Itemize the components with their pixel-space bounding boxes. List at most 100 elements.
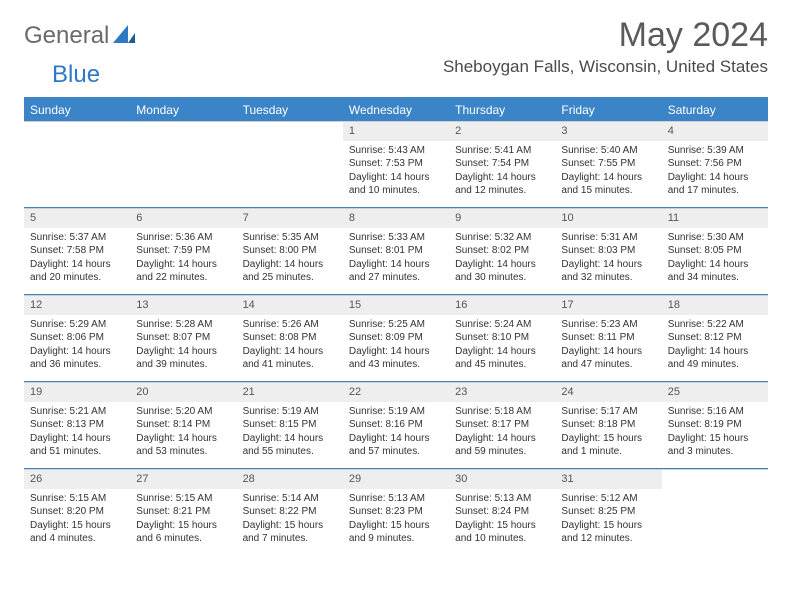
- location-text: Sheboygan Falls, Wisconsin, United State…: [443, 57, 768, 77]
- daylight-line: Daylight: 14 hours and 55 minutes.: [243, 432, 337, 459]
- day-body: Sunrise: 5:19 AMSunset: 8:16 PMDaylight:…: [343, 402, 449, 465]
- day-body: Sunrise: 5:28 AMSunset: 8:07 PMDaylight:…: [130, 315, 236, 378]
- sunrise-line: Sunrise: 5:25 AM: [349, 318, 443, 332]
- sunset-line: Sunset: 8:19 PM: [668, 418, 762, 432]
- day-body: Sunrise: 5:29 AMSunset: 8:06 PMDaylight:…: [24, 315, 130, 378]
- day-number: 7: [237, 209, 343, 228]
- calendar-cell: 2Sunrise: 5:41 AMSunset: 7:54 PMDaylight…: [449, 121, 555, 207]
- calendar-cell: 10Sunrise: 5:31 AMSunset: 8:03 PMDayligh…: [555, 208, 661, 294]
- day-body: Sunrise: 5:20 AMSunset: 8:14 PMDaylight:…: [130, 402, 236, 465]
- day-number: 5: [24, 209, 130, 228]
- day-body: Sunrise: 5:32 AMSunset: 8:02 PMDaylight:…: [449, 228, 555, 291]
- daylight-line: Daylight: 15 hours and 3 minutes.: [668, 432, 762, 459]
- day-number: 29: [343, 470, 449, 489]
- sunset-line: Sunset: 8:12 PM: [668, 331, 762, 345]
- sunset-line: Sunset: 8:25 PM: [561, 505, 655, 519]
- daylight-line: Daylight: 14 hours and 32 minutes.: [561, 258, 655, 285]
- daylight-line: Daylight: 14 hours and 49 minutes.: [668, 345, 762, 372]
- sunrise-line: Sunrise: 5:17 AM: [561, 405, 655, 419]
- sunrise-line: Sunrise: 5:43 AM: [349, 144, 443, 158]
- calendar-cell: 22Sunrise: 5:19 AMSunset: 8:16 PMDayligh…: [343, 382, 449, 468]
- day-number: 26: [24, 470, 130, 489]
- daylight-line: Daylight: 14 hours and 34 minutes.: [668, 258, 762, 285]
- calendar-cell: 25Sunrise: 5:16 AMSunset: 8:19 PMDayligh…: [662, 382, 768, 468]
- day-body: Sunrise: 5:30 AMSunset: 8:05 PMDaylight:…: [662, 228, 768, 291]
- sunset-line: Sunset: 8:24 PM: [455, 505, 549, 519]
- sunrise-line: Sunrise: 5:36 AM: [136, 231, 230, 245]
- day-body: Sunrise: 5:17 AMSunset: 8:18 PMDaylight:…: [555, 402, 661, 465]
- sunrise-line: Sunrise: 5:37 AM: [30, 231, 124, 245]
- sunrise-line: Sunrise: 5:32 AM: [455, 231, 549, 245]
- day-body: Sunrise: 5:26 AMSunset: 8:08 PMDaylight:…: [237, 315, 343, 378]
- day-body: Sunrise: 5:37 AMSunset: 7:58 PMDaylight:…: [24, 228, 130, 291]
- calendar-cell: 17Sunrise: 5:23 AMSunset: 8:11 PMDayligh…: [555, 295, 661, 381]
- weekday-header-cell: Sunday: [24, 99, 130, 121]
- day-number: 15: [343, 296, 449, 315]
- daylight-line: Daylight: 14 hours and 53 minutes.: [136, 432, 230, 459]
- daylight-line: Daylight: 14 hours and 51 minutes.: [30, 432, 124, 459]
- sunrise-line: Sunrise: 5:26 AM: [243, 318, 337, 332]
- day-number: 1: [343, 122, 449, 141]
- calendar-cell: 11Sunrise: 5:30 AMSunset: 8:05 PMDayligh…: [662, 208, 768, 294]
- sunset-line: Sunset: 7:59 PM: [136, 244, 230, 258]
- day-number: 22: [343, 383, 449, 402]
- day-number: 23: [449, 383, 555, 402]
- calendar-cell: 28Sunrise: 5:14 AMSunset: 8:22 PMDayligh…: [237, 469, 343, 555]
- sunset-line: Sunset: 8:15 PM: [243, 418, 337, 432]
- day-body: Sunrise: 5:40 AMSunset: 7:55 PMDaylight:…: [555, 141, 661, 204]
- logo-text-blue: Blue: [52, 61, 100, 88]
- sunset-line: Sunset: 8:23 PM: [349, 505, 443, 519]
- sunrise-line: Sunrise: 5:33 AM: [349, 231, 443, 245]
- daylight-line: Daylight: 14 hours and 22 minutes.: [136, 258, 230, 285]
- day-number: 12: [24, 296, 130, 315]
- day-body: Sunrise: 5:31 AMSunset: 8:03 PMDaylight:…: [555, 228, 661, 291]
- sunrise-line: Sunrise: 5:12 AM: [561, 492, 655, 506]
- day-body: Sunrise: 5:19 AMSunset: 8:15 PMDaylight:…: [237, 402, 343, 465]
- logo-triangle-icon: [111, 25, 135, 48]
- daylight-line: Daylight: 15 hours and 6 minutes.: [136, 519, 230, 546]
- sunset-line: Sunset: 7:55 PM: [561, 157, 655, 171]
- daylight-line: Daylight: 15 hours and 4 minutes.: [30, 519, 124, 546]
- day-body: Sunrise: 5:41 AMSunset: 7:54 PMDaylight:…: [449, 141, 555, 204]
- sunrise-line: Sunrise: 5:14 AM: [243, 492, 337, 506]
- daylight-line: Daylight: 14 hours and 39 minutes.: [136, 345, 230, 372]
- calendar-cell: 31Sunrise: 5:12 AMSunset: 8:25 PMDayligh…: [555, 469, 661, 555]
- daylight-line: Daylight: 14 hours and 20 minutes.: [30, 258, 124, 285]
- daylight-line: Daylight: 15 hours and 1 minute.: [561, 432, 655, 459]
- day-number: 31: [555, 470, 661, 489]
- day-number: 2: [449, 122, 555, 141]
- calendar-cell: 27Sunrise: 5:15 AMSunset: 8:21 PMDayligh…: [130, 469, 236, 555]
- sunset-line: Sunset: 8:14 PM: [136, 418, 230, 432]
- calendar-cell: 8Sunrise: 5:33 AMSunset: 8:01 PMDaylight…: [343, 208, 449, 294]
- sunrise-line: Sunrise: 5:35 AM: [243, 231, 337, 245]
- calendar-cell: 29Sunrise: 5:13 AMSunset: 8:23 PMDayligh…: [343, 469, 449, 555]
- day-number: 28: [237, 470, 343, 489]
- sunset-line: Sunset: 7:58 PM: [30, 244, 124, 258]
- calendar-cell: 20Sunrise: 5:20 AMSunset: 8:14 PMDayligh…: [130, 382, 236, 468]
- sunrise-line: Sunrise: 5:31 AM: [561, 231, 655, 245]
- day-body: Sunrise: 5:25 AMSunset: 8:09 PMDaylight:…: [343, 315, 449, 378]
- sunrise-line: Sunrise: 5:15 AM: [30, 492, 124, 506]
- daylight-line: Daylight: 14 hours and 43 minutes.: [349, 345, 443, 372]
- calendar-cell: 12Sunrise: 5:29 AMSunset: 8:06 PMDayligh…: [24, 295, 130, 381]
- day-number: 17: [555, 296, 661, 315]
- sunrise-line: Sunrise: 5:28 AM: [136, 318, 230, 332]
- daylight-line: Daylight: 14 hours and 59 minutes.: [455, 432, 549, 459]
- sunset-line: Sunset: 8:06 PM: [30, 331, 124, 345]
- sunrise-line: Sunrise: 5:29 AM: [30, 318, 124, 332]
- sunrise-line: Sunrise: 5:30 AM: [668, 231, 762, 245]
- day-body: Sunrise: 5:13 AMSunset: 8:24 PMDaylight:…: [449, 489, 555, 552]
- calendar-cell: 16Sunrise: 5:24 AMSunset: 8:10 PMDayligh…: [449, 295, 555, 381]
- sunset-line: Sunset: 8:01 PM: [349, 244, 443, 258]
- calendar-cell: 3Sunrise: 5:40 AMSunset: 7:55 PMDaylight…: [555, 121, 661, 207]
- day-body: Sunrise: 5:24 AMSunset: 8:10 PMDaylight:…: [449, 315, 555, 378]
- calendar-grid: 1Sunrise: 5:43 AMSunset: 7:53 PMDaylight…: [24, 121, 768, 555]
- sunset-line: Sunset: 8:11 PM: [561, 331, 655, 345]
- day-body: Sunrise: 5:35 AMSunset: 8:00 PMDaylight:…: [237, 228, 343, 291]
- day-number: 20: [130, 383, 236, 402]
- daylight-line: Daylight: 14 hours and 10 minutes.: [349, 171, 443, 198]
- day-number: 9: [449, 209, 555, 228]
- logo: General: [24, 22, 137, 50]
- day-number: 19: [24, 383, 130, 402]
- calendar-cell: [130, 121, 236, 207]
